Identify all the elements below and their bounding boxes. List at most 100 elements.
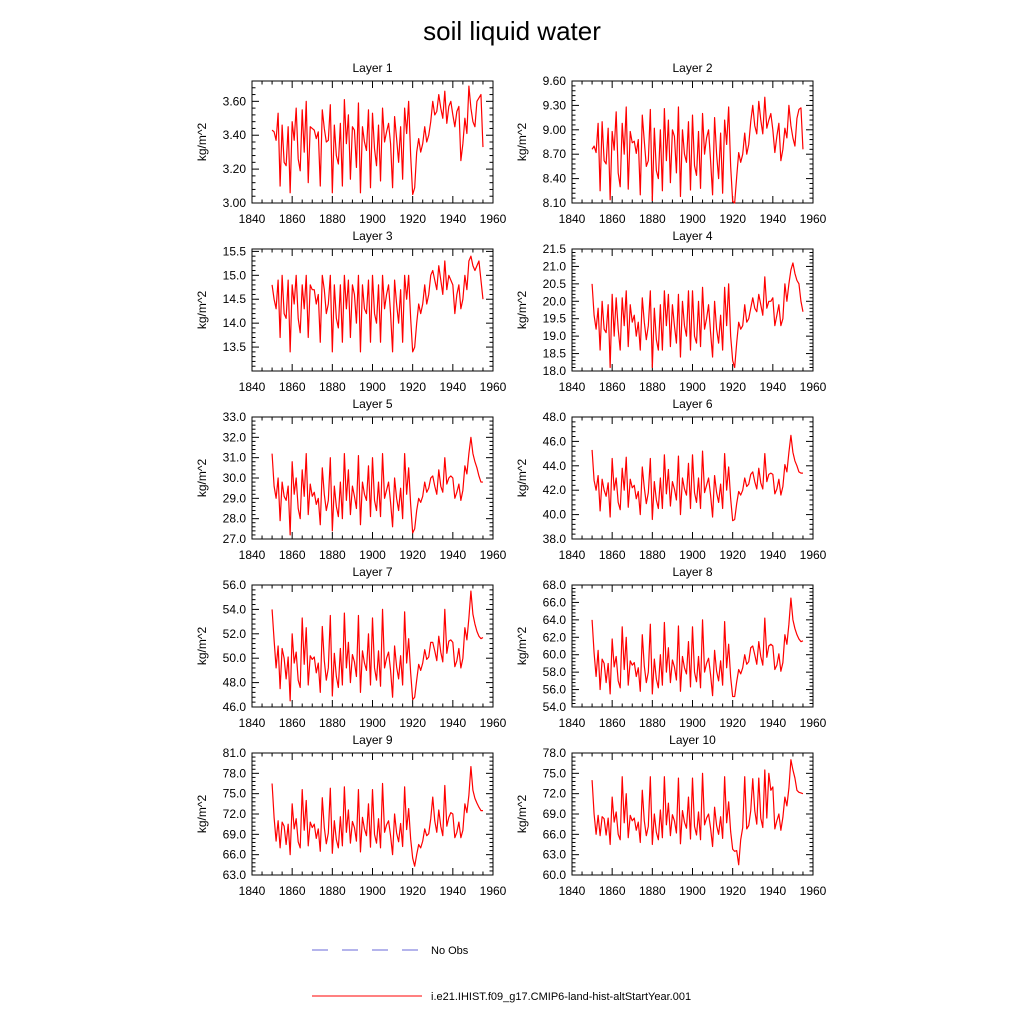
- panel-10-xtick-label: 1900: [679, 884, 706, 898]
- panel-8-xtick-label: 1960: [800, 716, 827, 730]
- panel-5-ytick-label: 28.0: [223, 512, 247, 526]
- legend: No Obs i.e21.IHIST.f09_g17.CMIP6-land-hi…: [312, 945, 691, 1003]
- panel-9-ytick-label: 72.0: [223, 807, 247, 821]
- panel-3-xtick-label: 1900: [359, 380, 386, 394]
- panel-8-ytick-label: 66.0: [543, 595, 567, 609]
- panel-8-xtick-label: 1880: [639, 716, 666, 730]
- panel-9-xtick-label: 1880: [319, 884, 346, 898]
- panel-4-ylabel: kg/m^2: [515, 291, 529, 330]
- panel-8-xtick-label: 1840: [559, 716, 586, 730]
- panel-8-frame: [571, 584, 814, 708]
- panel-7-title: Layer 7: [352, 565, 392, 579]
- panel-3-ytick-label: 15.0: [223, 268, 247, 282]
- panels: Layer 1 kg/m^2 1840 1860 1880 1900 1920 1940 196…: [195, 61, 827, 898]
- panel-5-xtick-label: 1860: [279, 548, 306, 562]
- panel-6-ytick-label: 40.0: [543, 508, 567, 522]
- legend-label-obs: No Obs: [431, 945, 469, 957]
- panel-4-ytick-label: 18.0: [543, 364, 567, 378]
- panel-8-ytick-label: 54.0: [543, 700, 567, 714]
- panel-6-xtick-label: 1840: [559, 548, 586, 562]
- panel-4-ytick-label: 19.5: [543, 312, 567, 326]
- panel-5: Layer 5 kg/m^2 1840 1860 1880 1900 1920 1940 196…: [195, 397, 507, 562]
- panel-2-xtick-label: 1840: [559, 212, 586, 226]
- panel-6-xtick-label: 1860: [599, 548, 626, 562]
- panel-9-frame: [251, 752, 494, 876]
- panel-3-ylabel: kg/m^2: [195, 291, 209, 330]
- panel-9-ylabel: kg/m^2: [195, 795, 209, 834]
- panel-4-ytick-label: 20.0: [543, 294, 567, 308]
- legend-entry-model: i.e21.IHIST.f09_g17.CMIP6-land-hist-altS…: [312, 991, 691, 1003]
- panel-7-series-line: [271, 590, 484, 702]
- panel-6-series-line: [591, 434, 803, 522]
- panel-5-title: Layer 5: [352, 397, 392, 411]
- panel-9-title: Layer 9: [352, 733, 392, 747]
- panel-7-ytick-label: 48.0: [223, 676, 247, 690]
- panel-10-ytick-label: 69.0: [543, 807, 567, 821]
- panel-9-ytick-label: 69.0: [223, 827, 247, 841]
- panel-1-xtick-label: 1920: [399, 212, 426, 226]
- panel-2-xtick-label: 1880: [639, 212, 666, 226]
- panel-2-ytick-label: 9.60: [543, 74, 567, 88]
- panel-6-xtick-label: 1900: [679, 548, 706, 562]
- panel-4-xtick-label: 1960: [800, 380, 827, 394]
- panel-5-ytick-label: 29.0: [223, 491, 247, 505]
- panel-9-ytick-label: 75.0: [223, 787, 247, 801]
- panel-1-title: Layer 1: [352, 61, 392, 75]
- panel-3-xtick-label: 1940: [439, 380, 466, 394]
- panel-3-ytick-label: 14.0: [223, 316, 247, 330]
- panel-7-xtick-label: 1920: [399, 716, 426, 730]
- panel-5-ytick-label: 30.0: [223, 471, 247, 485]
- panel-8-ytick-label: 56.0: [543, 683, 567, 697]
- panel-5-ytick-label: 33.0: [223, 410, 247, 424]
- panel-9-xtick-label: 1960: [480, 884, 507, 898]
- panel-3-xtick-label: 1920: [399, 380, 426, 394]
- panel-10-series-line: [591, 759, 804, 866]
- panel-4-title: Layer 4: [672, 229, 712, 243]
- panel-3-ytick-label: 13.5: [223, 340, 247, 354]
- panel-9-ytick-label: 78.0: [223, 766, 247, 780]
- panel-2-xtick-label: 1900: [679, 212, 706, 226]
- panel-10-ytick-label: 66.0: [543, 827, 567, 841]
- panel-2-xtick-label: 1920: [719, 212, 746, 226]
- panel-9-xtick-label: 1840: [239, 884, 266, 898]
- panel-4-ytick-label: 21.5: [543, 242, 567, 256]
- panel-1-series-line: [271, 85, 484, 196]
- panel-7-ytick-label: 46.0: [223, 700, 247, 714]
- panel-2-ytick-label: 8.40: [543, 172, 567, 186]
- panel-6: Layer 6 kg/m^2 1840 1860 1880 1900 1920 1940 196…: [515, 397, 827, 562]
- panel-10: Layer 10 kg/m^2 1840 1860 1880 1900 1920 1940 19…: [515, 733, 827, 898]
- panel-10-ytick-label: 60.0: [543, 868, 567, 882]
- panel-9-xtick-label: 1900: [359, 884, 386, 898]
- panel-7: Layer 7 kg/m^2 1840 1860 1880 1900 1920 1940 196…: [195, 565, 507, 730]
- panel-1-xtick-label: 1880: [319, 212, 346, 226]
- panel-8-ytick-label: 64.0: [543, 613, 567, 627]
- panel-3-xtick-label: 1860: [279, 380, 306, 394]
- panel-7-xtick-label: 1900: [359, 716, 386, 730]
- panel-7-ytick-label: 52.0: [223, 627, 247, 641]
- panel-4-ytick-label: 19.0: [543, 329, 567, 343]
- panel-9-series-line: [271, 765, 483, 867]
- panel-4-ytick-label: 20.5: [543, 277, 567, 291]
- panel-1-ytick-label: 3.40: [223, 128, 247, 142]
- panel-2-xtick-label: 1960: [800, 212, 827, 226]
- figure-title: soil liquid water: [423, 16, 601, 46]
- panel-6-title: Layer 6: [672, 397, 712, 411]
- legend-label-model: i.e21.IHIST.f09_g17.CMIP6-land-hist-altS…: [431, 991, 691, 1003]
- panel-5-xtick-label: 1940: [439, 548, 466, 562]
- panel-2-ytick-label: 8.70: [543, 147, 567, 161]
- panel-1-ytick-label: 3.20: [223, 162, 247, 176]
- panel-10-title: Layer 10: [669, 733, 716, 747]
- panel-3-xtick-label: 1880: [319, 380, 346, 394]
- panel-10-ytick-label: 63.0: [543, 848, 567, 862]
- panel-1-xtick-label: 1940: [439, 212, 466, 226]
- panel-8: Layer 8 kg/m^2 1840 1860 1880 1900 1920 1940 196…: [515, 565, 827, 730]
- panel-9-xtick-label: 1920: [399, 884, 426, 898]
- panel-7-xtick-label: 1860: [279, 716, 306, 730]
- panel-6-xtick-label: 1920: [719, 548, 746, 562]
- panel-10-xtick-label: 1920: [719, 884, 746, 898]
- panel-1-xtick-label: 1860: [279, 212, 306, 226]
- panel-4-series-line: [591, 262, 804, 369]
- panel-2-ytick-label: 8.10: [543, 196, 567, 210]
- panel-2-series-line: [591, 96, 804, 204]
- panel-7-xtick-label: 1960: [480, 716, 507, 730]
